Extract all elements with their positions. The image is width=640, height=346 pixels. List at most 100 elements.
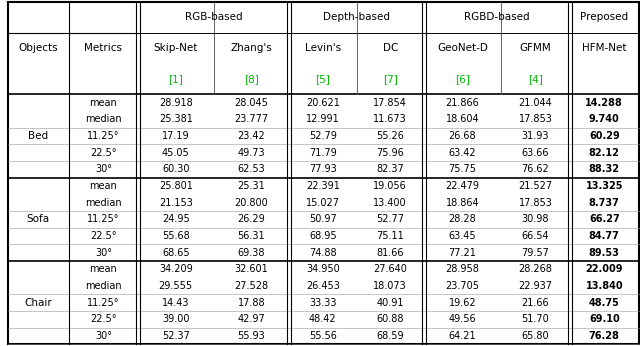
Text: [5]: [5] <box>316 74 330 84</box>
Text: 24.95: 24.95 <box>162 214 189 224</box>
Text: [1]: [1] <box>168 74 183 84</box>
Text: GeoNet-D: GeoNet-D <box>437 43 488 53</box>
Text: [6]: [6] <box>455 74 470 84</box>
Text: Depth-based: Depth-based <box>323 12 390 22</box>
Text: 13.400: 13.400 <box>373 198 407 208</box>
Text: median: median <box>85 281 122 291</box>
Text: 55.56: 55.56 <box>309 331 337 341</box>
Text: 28.958: 28.958 <box>445 264 479 274</box>
Text: 22.5°: 22.5° <box>90 314 116 324</box>
Text: 84.77: 84.77 <box>589 231 620 241</box>
Text: 11.25°: 11.25° <box>87 131 120 141</box>
Text: 28.045: 28.045 <box>234 98 268 108</box>
Text: 52.37: 52.37 <box>162 331 189 341</box>
Text: 63.45: 63.45 <box>449 231 476 241</box>
Text: 22.391: 22.391 <box>306 181 340 191</box>
Text: 56.31: 56.31 <box>237 231 265 241</box>
Text: Bed: Bed <box>28 131 49 141</box>
Text: 15.027: 15.027 <box>306 198 340 208</box>
Text: 11.25°: 11.25° <box>87 214 120 224</box>
Text: 14.288: 14.288 <box>586 98 623 108</box>
Text: 39.00: 39.00 <box>162 314 189 324</box>
Text: 89.53: 89.53 <box>589 248 620 257</box>
Text: 45.05: 45.05 <box>162 147 189 157</box>
Text: 21.044: 21.044 <box>518 98 552 108</box>
Text: 75.96: 75.96 <box>376 147 404 157</box>
Text: 18.864: 18.864 <box>445 198 479 208</box>
Text: 17.853: 17.853 <box>518 198 552 208</box>
Text: 28.918: 28.918 <box>159 98 193 108</box>
Text: Levin's: Levin's <box>305 43 341 53</box>
Text: 28.28: 28.28 <box>449 214 476 224</box>
Text: 82.37: 82.37 <box>376 164 404 174</box>
Text: 68.59: 68.59 <box>376 331 404 341</box>
Text: 52.77: 52.77 <box>376 214 404 224</box>
Text: 19.62: 19.62 <box>449 298 476 308</box>
Text: 32.601: 32.601 <box>234 264 268 274</box>
Text: 30°: 30° <box>95 331 112 341</box>
Text: 25.31: 25.31 <box>237 181 265 191</box>
Text: 30°: 30° <box>95 248 112 257</box>
Text: 23.777: 23.777 <box>234 114 268 124</box>
Text: 21.866: 21.866 <box>445 98 479 108</box>
Text: mean: mean <box>90 181 117 191</box>
Text: 17.854: 17.854 <box>373 98 407 108</box>
Text: 26.453: 26.453 <box>306 281 340 291</box>
Text: 22.5°: 22.5° <box>90 231 116 241</box>
Text: 49.56: 49.56 <box>449 314 476 324</box>
Text: [7]: [7] <box>383 74 397 84</box>
Text: 63.66: 63.66 <box>522 147 549 157</box>
Text: 50.97: 50.97 <box>309 214 337 224</box>
Text: RGB-based: RGB-based <box>185 12 243 22</box>
Text: Zhang's: Zhang's <box>230 43 272 53</box>
Text: 60.29: 60.29 <box>589 131 620 141</box>
Text: 11.673: 11.673 <box>373 114 407 124</box>
Text: 12.991: 12.991 <box>306 114 340 124</box>
Text: 27.640: 27.640 <box>373 264 407 274</box>
Text: 14.43: 14.43 <box>162 298 189 308</box>
Text: 66.27: 66.27 <box>589 214 620 224</box>
Text: 13.840: 13.840 <box>586 281 623 291</box>
Text: 25.801: 25.801 <box>159 181 193 191</box>
Text: 79.57: 79.57 <box>522 248 549 257</box>
Text: 22.479: 22.479 <box>445 181 479 191</box>
Text: 75.75: 75.75 <box>449 164 476 174</box>
Text: 55.93: 55.93 <box>237 331 265 341</box>
Text: 76.62: 76.62 <box>522 164 549 174</box>
Text: 17.88: 17.88 <box>237 298 265 308</box>
Text: 48.75: 48.75 <box>589 298 620 308</box>
Text: 74.88: 74.88 <box>309 248 337 257</box>
Text: 64.21: 64.21 <box>449 331 476 341</box>
Text: 69.38: 69.38 <box>237 248 265 257</box>
Text: 75.11: 75.11 <box>376 231 404 241</box>
Text: 77.21: 77.21 <box>449 248 476 257</box>
Text: 77.93: 77.93 <box>309 164 337 174</box>
Text: 49.73: 49.73 <box>237 147 265 157</box>
Text: 55.26: 55.26 <box>376 131 404 141</box>
Text: Preposed: Preposed <box>580 12 628 22</box>
Text: Skip-Net: Skip-Net <box>154 43 198 53</box>
Text: [4]: [4] <box>528 74 543 84</box>
Text: 11.25°: 11.25° <box>87 298 120 308</box>
Text: 82.12: 82.12 <box>589 147 620 157</box>
Text: mean: mean <box>90 98 117 108</box>
Text: 31.93: 31.93 <box>522 131 549 141</box>
Text: RGBD-based: RGBD-based <box>464 12 530 22</box>
Text: 42.97: 42.97 <box>237 314 265 324</box>
Text: 9.740: 9.740 <box>589 114 620 124</box>
Text: 25.381: 25.381 <box>159 114 193 124</box>
Text: 30°: 30° <box>95 164 112 174</box>
Text: 22.937: 22.937 <box>518 281 552 291</box>
Text: mean: mean <box>90 264 117 274</box>
Text: 30.98: 30.98 <box>522 214 549 224</box>
Text: 22.009: 22.009 <box>586 264 623 274</box>
Text: 65.80: 65.80 <box>522 331 549 341</box>
Text: 81.66: 81.66 <box>376 248 404 257</box>
Text: 18.604: 18.604 <box>445 114 479 124</box>
Text: 26.68: 26.68 <box>449 131 476 141</box>
Text: 88.32: 88.32 <box>589 164 620 174</box>
Text: 28.268: 28.268 <box>518 264 552 274</box>
Text: 21.153: 21.153 <box>159 198 193 208</box>
Text: 66.54: 66.54 <box>522 231 549 241</box>
Text: 51.70: 51.70 <box>522 314 549 324</box>
